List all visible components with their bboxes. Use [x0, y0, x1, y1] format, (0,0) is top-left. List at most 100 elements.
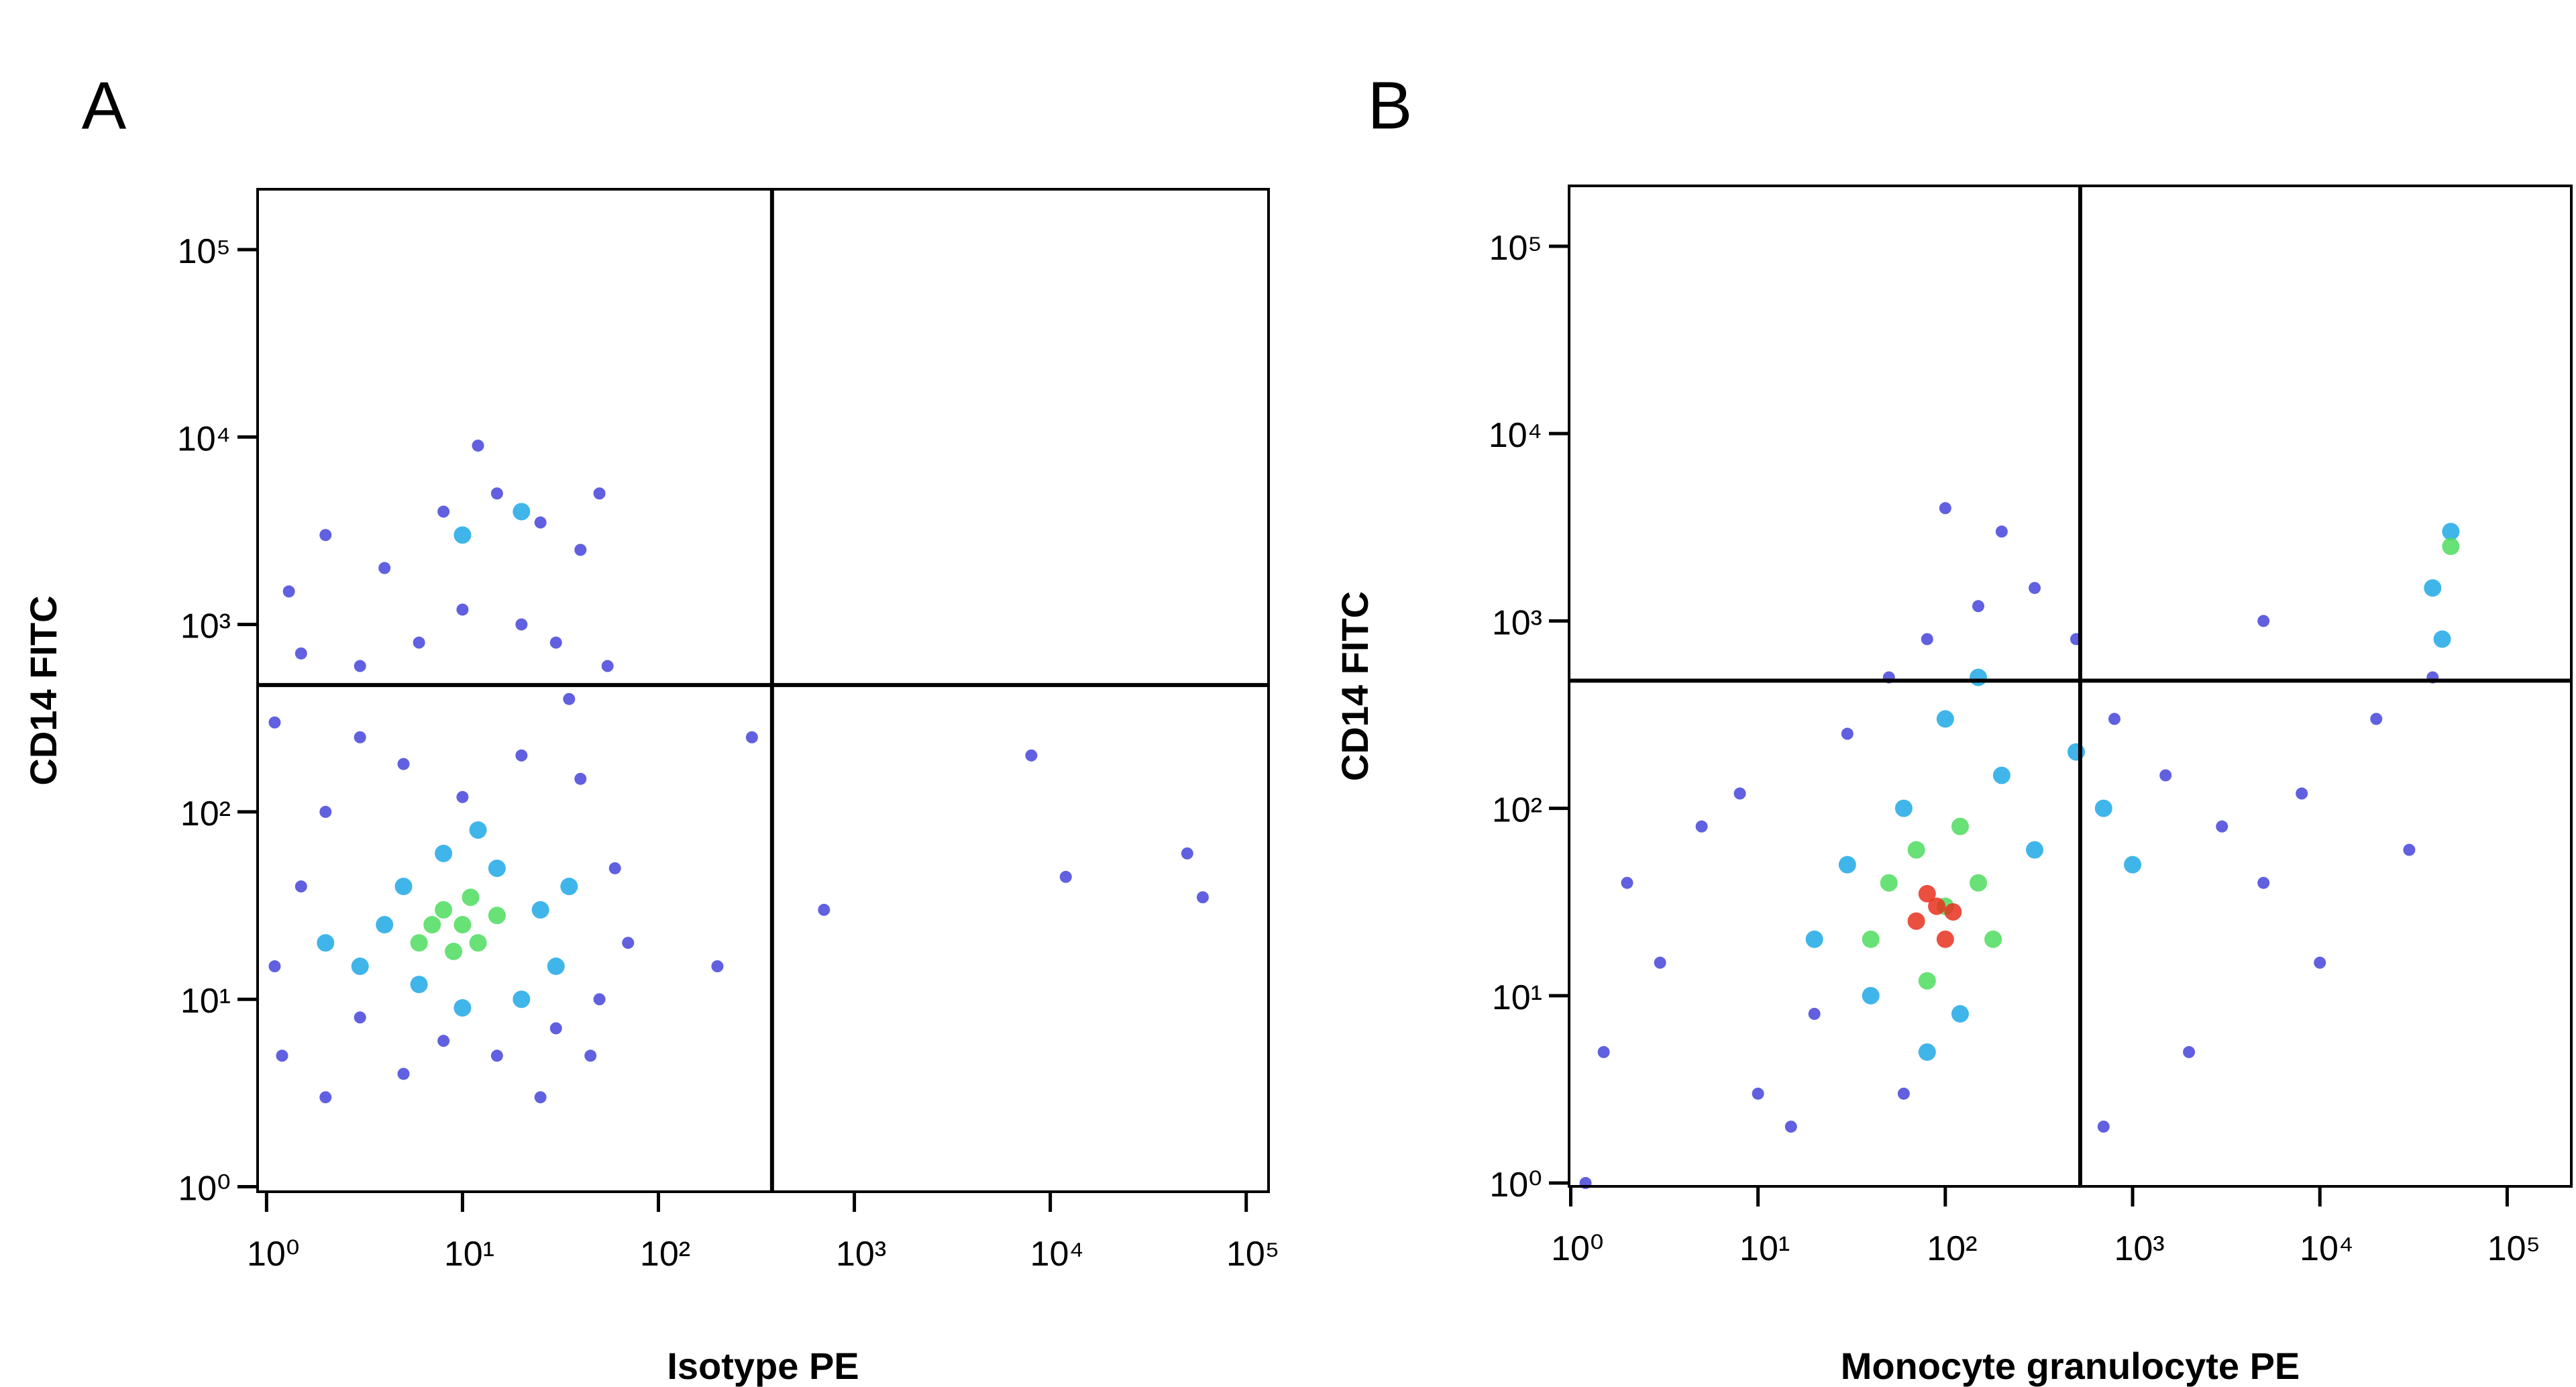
data-point — [1897, 1087, 1910, 1100]
data-point — [1805, 930, 1823, 948]
data-point — [2094, 799, 2112, 817]
data-point — [410, 934, 428, 952]
data-point — [1196, 891, 1209, 904]
data-point — [319, 529, 332, 542]
data-point — [2097, 1120, 2110, 1133]
data-point — [1944, 903, 1962, 921]
x-axis-title: Isotype PE — [667, 1345, 859, 1387]
data-point — [294, 880, 307, 893]
data-point — [1907, 912, 1925, 930]
data-point — [1181, 847, 1193, 860]
data-point — [1862, 986, 1880, 1005]
data-point — [1951, 817, 1969, 835]
data-point — [2442, 523, 2460, 541]
data-point — [608, 862, 621, 874]
plot-area — [268, 440, 1209, 1104]
y-tick-label: 10⁰ — [1489, 1166, 1542, 1204]
data-point — [435, 901, 453, 919]
data-point — [1894, 799, 1913, 817]
data-point — [294, 647, 307, 660]
data-point — [469, 821, 487, 839]
data-point — [574, 544, 587, 556]
data-point — [513, 990, 531, 1009]
data-point — [2026, 841, 2044, 859]
data-point — [1939, 502, 1951, 515]
data-point — [1752, 1087, 1764, 1100]
y-tick-label: 10¹ — [180, 982, 231, 1021]
data-point — [515, 618, 528, 631]
data-point — [2216, 820, 2229, 833]
data-point — [437, 505, 450, 518]
panel-label: A — [82, 68, 127, 143]
data-point — [2257, 615, 2270, 627]
y-axis-title: CD14 FITC — [22, 595, 64, 785]
data-point — [488, 907, 506, 925]
data-point — [593, 993, 606, 1006]
data-point — [268, 960, 281, 973]
data-point — [469, 934, 487, 952]
data-point — [534, 516, 547, 529]
data-point — [2257, 876, 2270, 889]
data-point — [376, 916, 394, 934]
data-point — [2159, 769, 2172, 782]
x-tick-label: 10² — [1927, 1229, 1977, 1268]
data-point — [435, 844, 453, 862]
data-point — [2067, 743, 2085, 761]
data-point — [1936, 930, 1954, 948]
data-point — [745, 731, 758, 743]
data-point — [490, 487, 503, 500]
data-point — [2370, 713, 2383, 725]
x-tick-label: 10⁰ — [247, 1235, 300, 1274]
data-point — [1784, 1120, 1797, 1133]
data-point — [1907, 841, 1925, 859]
x-tick-label: 10³ — [836, 1235, 886, 1274]
data-point — [354, 1011, 366, 1024]
x-tick-label: 10⁰ — [1551, 1229, 1604, 1268]
data-point — [1972, 600, 1984, 613]
data-point — [410, 976, 428, 994]
x-tick-label: 10³ — [2114, 1229, 2164, 1268]
data-point — [1621, 876, 1633, 889]
data-point — [2433, 630, 2451, 648]
data-point — [423, 916, 441, 934]
data-point — [354, 731, 366, 743]
data-point — [549, 636, 562, 649]
data-point — [1862, 930, 1880, 948]
data-point — [622, 937, 635, 949]
data-point — [563, 692, 576, 705]
data-point — [593, 487, 606, 500]
data-point — [818, 903, 830, 916]
data-point — [319, 805, 332, 818]
y-tick-label: 10⁰ — [178, 1169, 231, 1208]
y-tick-label: 10³ — [180, 607, 231, 646]
data-point — [319, 1091, 332, 1104]
plot-area — [1579, 502, 2460, 1190]
data-point — [601, 660, 614, 672]
data-point — [488, 859, 506, 877]
y-tick-label: 10⁴ — [177, 419, 231, 458]
data-point — [2296, 787, 2308, 800]
data-point — [2029, 582, 2041, 595]
data-point — [1918, 1043, 1936, 1061]
data-point — [1992, 766, 2010, 784]
data-point — [437, 1035, 450, 1047]
data-point — [1951, 1005, 1969, 1023]
data-point — [2424, 579, 2442, 597]
data-point — [1841, 727, 1854, 740]
x-tick-label: 10⁴ — [1030, 1235, 1084, 1274]
data-point — [456, 603, 469, 616]
data-point — [1654, 956, 1666, 969]
data-point — [1984, 930, 2002, 948]
data-point — [2183, 1045, 2196, 1058]
data-point — [282, 585, 295, 598]
data-point — [317, 934, 335, 952]
data-point — [560, 878, 578, 896]
data-point — [513, 503, 531, 521]
data-point — [456, 790, 469, 803]
data-point — [2108, 713, 2121, 725]
data-point — [397, 758, 410, 770]
x-axis-title: Monocyte granulocyte PE — [1841, 1345, 2300, 1387]
data-point — [1880, 874, 1898, 892]
data-point — [1995, 525, 2008, 538]
